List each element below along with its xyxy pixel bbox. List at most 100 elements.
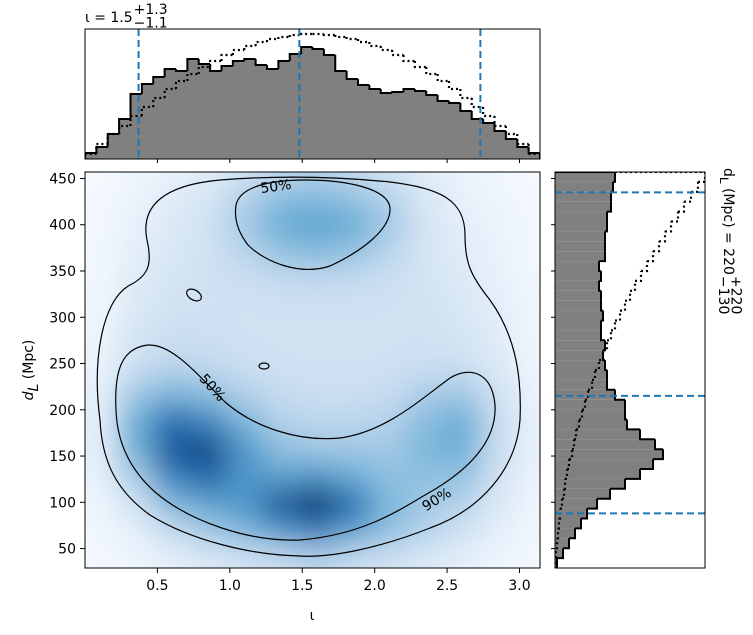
hist-bar — [232, 61, 245, 159]
hist-step — [574, 429, 578, 441]
density-cell — [85, 210, 119, 240]
density-cell — [153, 349, 192, 379]
density-cell — [515, 432, 540, 462]
hist-step — [599, 271, 602, 282]
hist-step — [311, 47, 324, 50]
density-cell — [479, 238, 517, 268]
hist-bar — [255, 65, 268, 159]
density-cell — [153, 210, 192, 240]
hist-step — [635, 271, 643, 282]
hist-bar — [555, 290, 601, 301]
density-cell — [226, 185, 264, 212]
top-frame — [84, 28, 541, 160]
hist-step — [448, 101, 461, 104]
density-cell — [190, 210, 228, 240]
density-cell — [117, 488, 155, 518]
density-cell — [190, 321, 228, 351]
density-cell — [407, 349, 445, 379]
hist-step — [186, 72, 199, 81]
density-cell — [226, 460, 264, 490]
contour-50-upper — [234, 179, 391, 270]
hist-bar — [555, 340, 605, 351]
hist-bar — [426, 95, 439, 159]
density-cell — [334, 185, 373, 212]
hist-step — [610, 478, 626, 490]
hist-step — [639, 429, 655, 441]
hist-step — [391, 50, 404, 57]
hist-step — [605, 221, 608, 233]
hist-bar — [96, 147, 109, 159]
hist-step — [562, 488, 566, 500]
y-tick-label: 400 — [49, 218, 76, 234]
hist-step — [588, 379, 594, 391]
density-cell — [479, 377, 517, 407]
density-cell — [190, 460, 228, 490]
density-cell — [153, 543, 192, 568]
density-cell — [479, 266, 517, 296]
density-cell — [479, 321, 517, 351]
hist-bar — [555, 360, 605, 370]
density-cell — [262, 405, 300, 434]
hist-step — [653, 241, 661, 253]
hist-step — [581, 508, 588, 520]
hist-bar — [414, 91, 427, 159]
hist-step — [425, 67, 438, 76]
hist-step — [482, 107, 495, 118]
hist-bar — [505, 139, 518, 159]
density-cell — [479, 349, 517, 379]
x-tick-label: 2.0 — [364, 578, 386, 594]
title-text: dL (Mpc) = 220 — [717, 168, 736, 275]
hist-step — [254, 59, 267, 66]
title-lower: −130 — [715, 276, 731, 314]
hist-step — [288, 53, 302, 61]
hist-step — [163, 68, 176, 77]
hist-step — [597, 488, 611, 500]
density-cell — [443, 210, 481, 240]
density-cell — [515, 349, 540, 379]
density-cell — [371, 405, 409, 434]
y-label-rest: (Mpc) — [21, 340, 37, 384]
hist-step — [470, 98, 484, 109]
hist-step — [604, 360, 607, 371]
density-cell — [85, 377, 119, 407]
density-cell — [515, 543, 540, 568]
density-cell — [117, 460, 155, 490]
hist-step — [556, 528, 560, 540]
density-cell — [479, 460, 517, 490]
hist-step — [300, 32, 313, 36]
density-cell — [117, 172, 155, 187]
density-cell — [262, 238, 300, 268]
density-cell — [443, 516, 481, 545]
hist-step — [265, 37, 279, 42]
hist-step — [459, 89, 472, 100]
density-cell — [153, 405, 192, 434]
density-cell — [190, 377, 228, 407]
density-cell — [262, 266, 300, 296]
hist-bar — [555, 221, 607, 232]
density-cell — [334, 266, 373, 296]
density-cell — [190, 543, 228, 568]
y-label-text: dL (Mpc) — [21, 340, 42, 401]
hist-bar — [555, 459, 653, 469]
hist-bar — [555, 300, 601, 311]
density-cell — [443, 460, 481, 490]
hist-step — [665, 221, 673, 233]
title-rest: (Mpc) = 220 — [720, 184, 736, 275]
hist-step — [592, 370, 597, 381]
density-cell — [226, 294, 264, 323]
contours — [96, 176, 521, 557]
density-cell — [85, 185, 119, 212]
hist-bar — [555, 389, 615, 400]
hist-bar — [555, 370, 607, 380]
hist-step — [402, 55, 415, 63]
density-cell — [298, 172, 336, 187]
hist-bar — [555, 231, 605, 242]
hist-step — [691, 181, 700, 193]
hist-step — [243, 58, 256, 61]
hist-step — [413, 61, 427, 69]
density-cell — [334, 294, 373, 323]
hist-step — [630, 280, 637, 292]
density-cell — [190, 405, 228, 434]
hist-bar — [555, 271, 601, 281]
hist-step — [653, 449, 664, 461]
